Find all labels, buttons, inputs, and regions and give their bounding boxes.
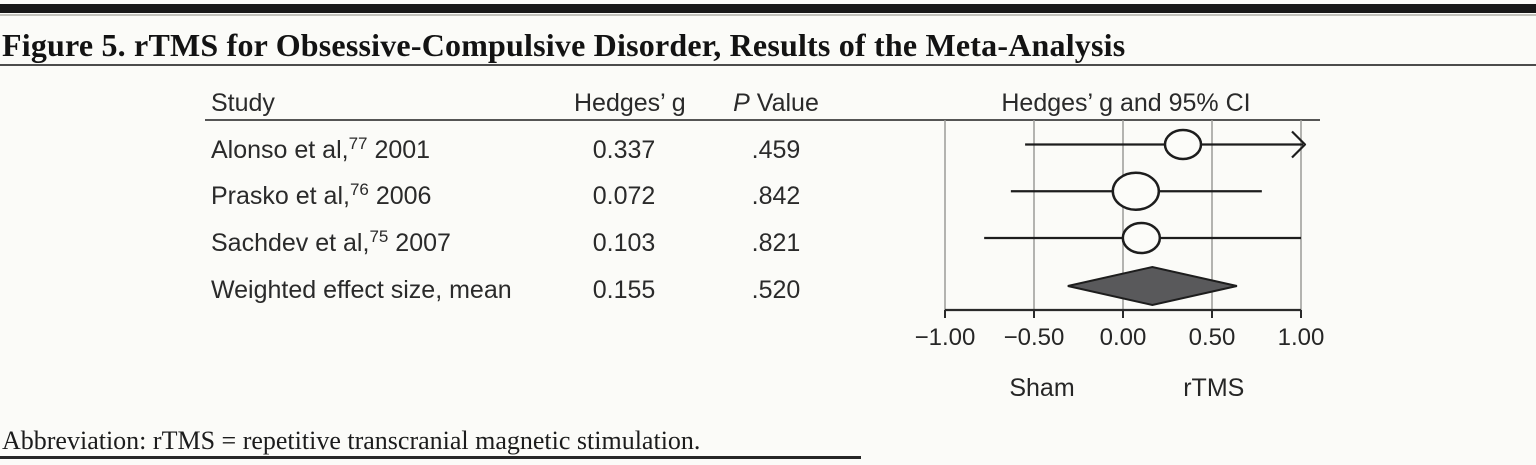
forest-plot: −1.00 −0.50 0.00 0.50 1.00 Sham rTMS <box>915 120 1325 402</box>
sham-label: Sham <box>1009 374 1074 402</box>
bottom-rule <box>0 456 861 459</box>
study-name: Sachdev et al, <box>211 229 370 257</box>
reference-superscript: 76 <box>349 180 369 199</box>
table-cell-p-value: .842 <box>751 182 801 210</box>
table-row-summary: Weighted effect size, mean <box>211 275 571 305</box>
study-marker <box>1163 128 1203 161</box>
figure-footnote: Abbreviation: rTMS = repetitive transcra… <box>2 426 701 455</box>
table-row-study: Sachdev et al,75 2007 <box>211 227 571 261</box>
column-header-study: Study <box>211 89 275 117</box>
p-value-rest: Value <box>749 89 819 117</box>
table-cell-p-value: .520 <box>751 276 801 304</box>
table-row-study: Alonso et al,77 2001 <box>211 134 571 168</box>
axis-tick-label: 0.00 <box>1100 324 1147 351</box>
ci-arrow <box>1291 130 1307 159</box>
table-cell-hedges-g: 0.072 <box>592 182 656 210</box>
rtms-label: rTMS <box>1183 374 1244 402</box>
study-marker <box>1121 221 1162 255</box>
reference-superscript: 75 <box>369 227 389 246</box>
study-name: Prasko et al, <box>211 182 350 210</box>
summary-diamond <box>1067 265 1238 307</box>
table-cell-hedges-g: 0.337 <box>592 136 656 164</box>
table-cell-p-value: .459 <box>751 136 801 164</box>
study-name: Alonso et al, <box>211 136 349 164</box>
axis-tick-label: −1.00 <box>915 324 976 351</box>
axis-tick-label: 0.50 <box>1189 324 1236 351</box>
top-rule <box>0 4 1536 13</box>
study-marker <box>1111 171 1161 211</box>
study-year: 2001 <box>367 136 431 164</box>
column-header-p-value: P Value <box>726 88 826 118</box>
table-cell-p-value: .821 <box>751 229 801 257</box>
title-rule <box>0 64 1536 66</box>
reference-superscript: 77 <box>348 134 368 153</box>
column-header-hedges-g: Hedges’ g <box>574 89 686 117</box>
table-cell-hedges-g: 0.155 <box>592 276 656 304</box>
axis-tick-label: −0.50 <box>1004 324 1065 351</box>
summary-name: Weighted effect size, mean <box>211 276 512 304</box>
p-value-italic: P <box>733 89 750 117</box>
column-header-plot: Hedges’ g and 95% CI <box>1001 89 1251 117</box>
study-year: 2007 <box>388 229 451 257</box>
top-rule-shadow <box>0 14 1536 16</box>
axis-tick-label: 1.00 <box>1278 324 1325 351</box>
study-year: 2006 <box>368 182 432 210</box>
figure-title: Figure 5. rTMS for Obsessive-Compulsive … <box>2 27 1126 63</box>
header-rule <box>205 119 1320 121</box>
table-cell-hedges-g: 0.103 <box>592 229 656 257</box>
table-row-study: Prasko et al,76 2006 <box>211 180 571 214</box>
